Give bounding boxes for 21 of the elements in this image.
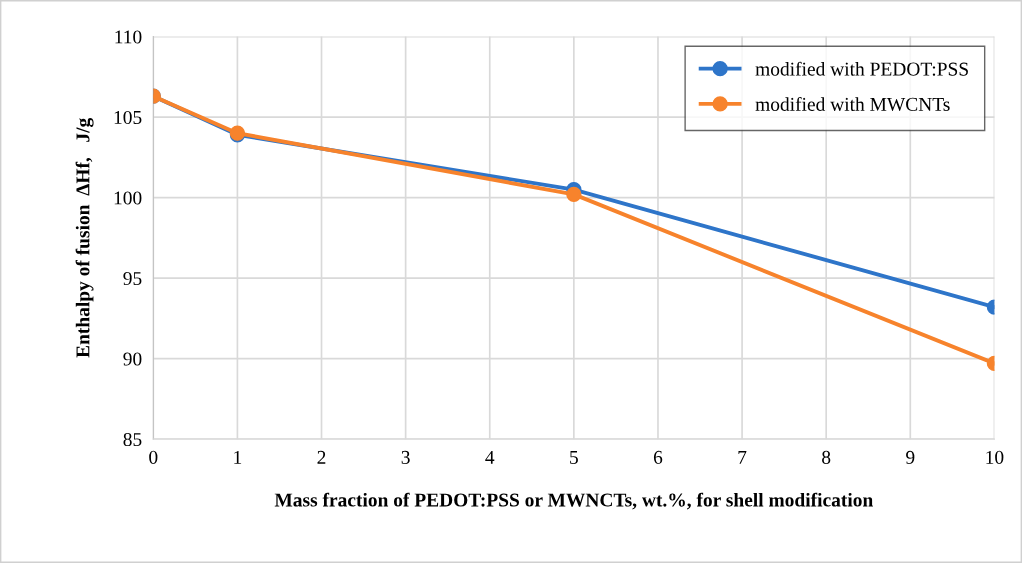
x-tick-label: 10 (986, 450, 1004, 464)
legend-label: modified with PEDOT:PSS (755, 61, 968, 76)
x-tick-label: 6 (653, 450, 663, 464)
x-tick-label: 7 (738, 451, 747, 464)
y-tick-label: 110 (115, 30, 142, 44)
x-tick-label: 1 (234, 450, 242, 464)
y-axis-title: Enthalpy of fusion ΔHf, J/g (75, 117, 94, 358)
x-axis-title: Mass fraction of PEDOT:PSS or MWNCTs, wt.%, for shell modification (274, 492, 873, 510)
x-tick-label: 8 (822, 450, 831, 464)
x-tick-label: 2 (317, 450, 326, 464)
y-tick-label: 95 (123, 271, 142, 286)
y-tick-label: 90 (123, 352, 142, 366)
x-tick-label: 5 (570, 451, 578, 464)
x-tick-label: 3 (401, 450, 410, 464)
y-tick-label: 85 (123, 432, 142, 447)
x-tick-label: 9 (906, 450, 915, 464)
x-tick-label: 4 (485, 450, 495, 464)
legend-label: modified with MWCNTs (755, 97, 950, 112)
y-tick-label: 105 (114, 110, 142, 125)
y-tick-label: 100 (114, 191, 142, 205)
x-tick-label: 0 (149, 450, 158, 464)
